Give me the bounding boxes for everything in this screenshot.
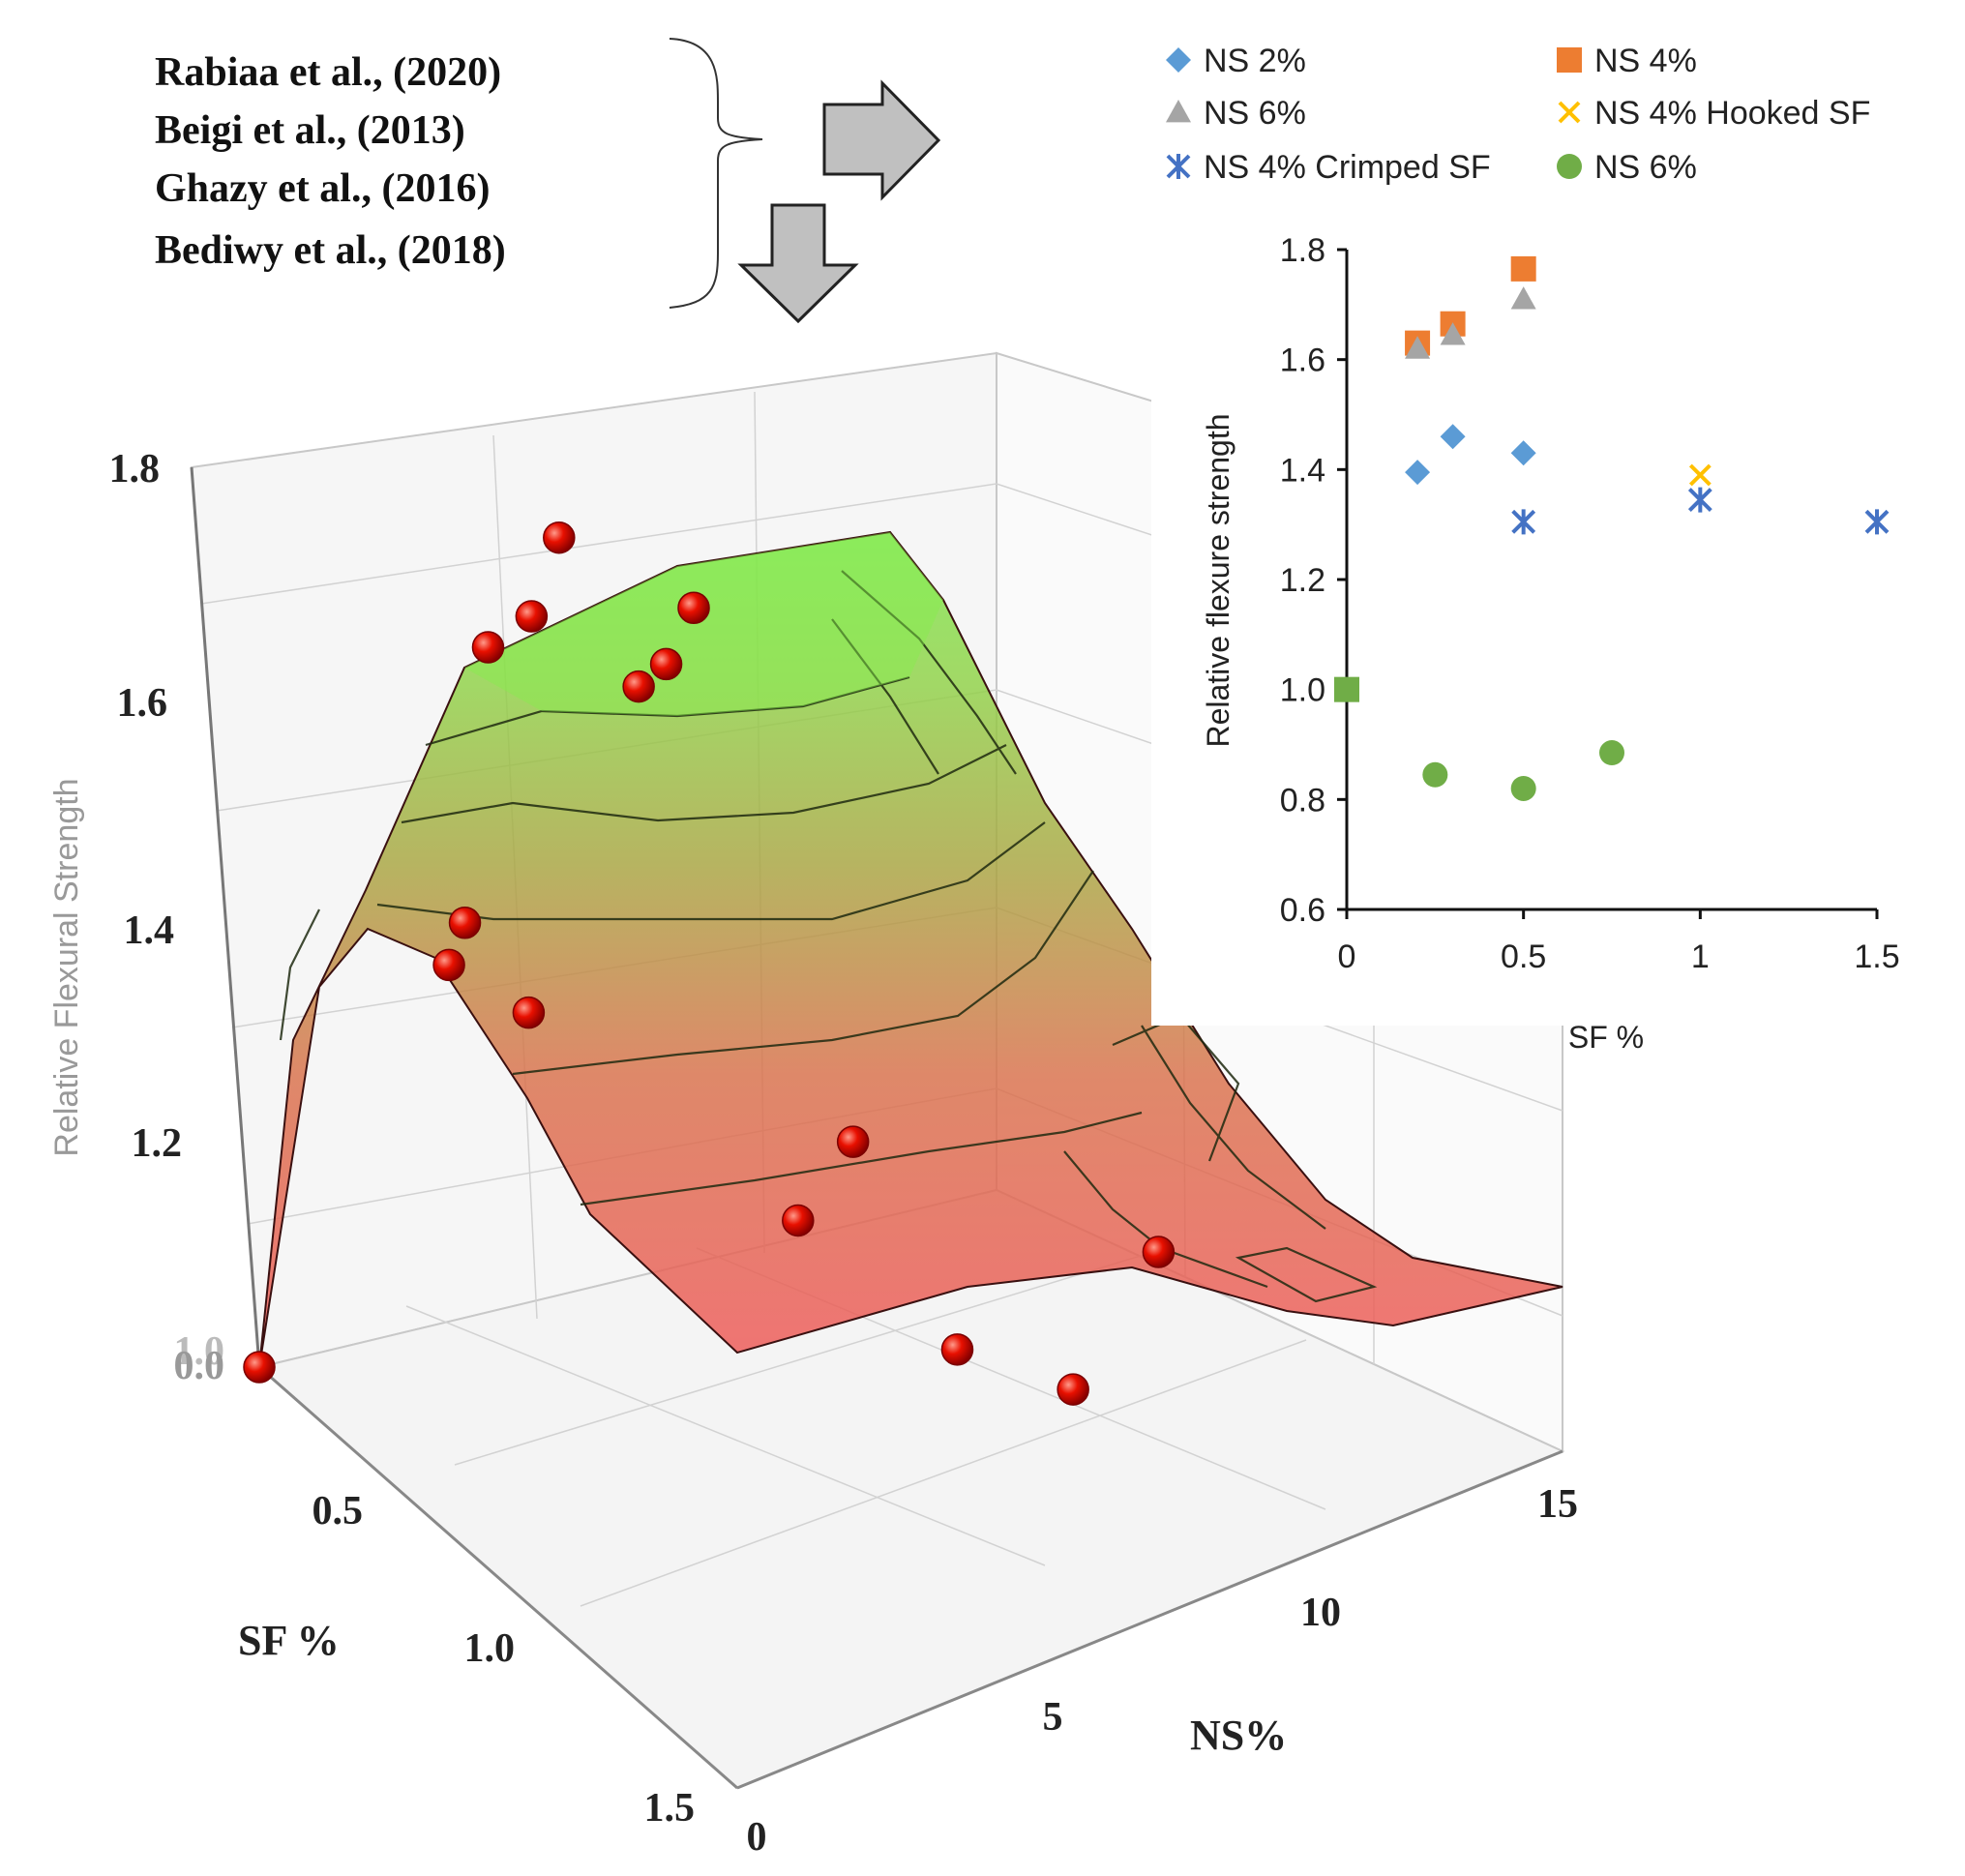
inset-data-point (1864, 509, 1890, 535)
inset-background (1151, 29, 1945, 1026)
inset-scatter-chart: NS 2% NS 4% NS 6% NS 4% Hooked SF NS 4% Crim… (1151, 29, 1945, 1055)
surface-data-points (243, 521, 1176, 1406)
legend-label: NS 6% (1204, 95, 1306, 132)
legend-label: NS 4% Hooked SF (1594, 95, 1870, 132)
legend-marker (1166, 47, 1191, 73)
sf-tick-label: 0.5 (313, 1489, 364, 1534)
surface-data-point (649, 647, 683, 681)
legend-label: NS 4% (1594, 43, 1697, 79)
surface-data-point (836, 1125, 870, 1158)
curly-brace (669, 38, 763, 309)
legend-label: NS 4% Crimped SF (1204, 149, 1491, 186)
surface-data-point (940, 1333, 974, 1366)
inset-y-tick-label: 1.8 (1280, 232, 1325, 269)
surface-contours (279, 570, 1378, 1303)
inset-data-point (1334, 676, 1359, 702)
inset-y-tick-label: 1.4 (1280, 452, 1325, 489)
surface-data-point (543, 521, 576, 554)
reference-list: Rabiaa et al., (2020) Beigi et al., (201… (155, 50, 506, 273)
inset-data-point (1405, 460, 1431, 486)
y-tick-label: 1.2 (132, 1121, 183, 1166)
ns-axis (736, 1449, 1563, 1790)
right-arrow-icon (822, 79, 941, 201)
inset-y-tick-label: 0.6 (1280, 892, 1325, 929)
surface-data-point (782, 1204, 815, 1237)
inset-data-point (1510, 255, 1536, 282)
reference-item: Rabiaa et al., (2020) (155, 50, 501, 95)
inset-data-point (1422, 761, 1448, 788)
inset-data-point (1687, 487, 1712, 513)
reference-item: Bediwy et al., (2018) (155, 228, 506, 273)
legend-label: NS 2% (1204, 43, 1306, 79)
reference-item: Ghazy et al., (2016) (155, 166, 490, 211)
sf-tick-label: 1.5 (644, 1786, 696, 1831)
legend-label: NS 6% (1594, 149, 1697, 186)
sf-axis (258, 1365, 738, 1790)
sf-axis-title: SF % (238, 1617, 340, 1664)
inset-data-point (1510, 775, 1536, 801)
inset-x-axis-title: SF % (1568, 1020, 1644, 1055)
surface-data-point (677, 591, 710, 624)
inset-data-point (1688, 463, 1712, 487)
inset-y-tick-label: 1.6 (1280, 342, 1325, 379)
ns-tick-label: 10 (1300, 1591, 1341, 1635)
reference-item: Beigi et al., (2013) (155, 108, 465, 153)
y-axis-title: Relative Flexural Strength (48, 778, 85, 1156)
legend-marker (1557, 47, 1582, 73)
ns-tick-label: 15 (1537, 1482, 1578, 1527)
ns-tick-label: 5 (1043, 1695, 1063, 1740)
surface-data-point (512, 996, 546, 1029)
inset-data-point (1510, 286, 1536, 310)
down-arrow-icon (737, 203, 859, 324)
vertical-axis (190, 466, 261, 1368)
inset-x-tick-label: 1.5 (1854, 938, 1899, 975)
surface-data-point (1057, 1373, 1089, 1406)
inset-x-tick-label: 0 (1338, 938, 1356, 975)
y-tick-labels: 1.8 1.6 1.4 1.2 1.0 0.0 (109, 447, 225, 1388)
surface-data-point (1142, 1236, 1176, 1268)
inset-data-point (1510, 440, 1536, 466)
inset-data-point (1405, 336, 1431, 359)
inset-y-tick-label: 1.0 (1280, 672, 1325, 709)
legend-marker (1166, 100, 1191, 123)
surface-data-point (515, 600, 549, 633)
legend: NS 2% NS 4% NS 6% NS 4% Hooked SF NS 4% Crim… (1166, 43, 1870, 186)
y-tick-label: 0.0 (174, 1344, 225, 1388)
ns-axis-title: NS% (1190, 1712, 1287, 1759)
surface-peak-region (464, 532, 943, 716)
legend-marker (1557, 154, 1582, 179)
inset-data-point (1599, 740, 1624, 766)
ns-tick-label: 0 (747, 1815, 767, 1860)
y-tick-label: 1.6 (117, 681, 168, 726)
inset-data-marks (1334, 255, 1890, 801)
inset-ticks: 0.6 0.8 1.0 1.2 1.4 1.6 1.8 0 0.5 1 1.5 (1280, 232, 1900, 975)
inset-y-axis-title: Relative flexure strength (1201, 413, 1236, 747)
surface-data-point (471, 631, 505, 664)
legend-marker (1166, 154, 1191, 179)
y-tick-label: 1.4 (124, 908, 175, 953)
inset-data-point (1440, 322, 1466, 345)
ns-tick-labels: 0 5 10 15 (747, 1482, 1579, 1860)
y-tick-label: 1.8 (109, 447, 161, 491)
inset-y-tick-label: 1.2 (1280, 562, 1325, 599)
inset-y-tick-label: 0.8 (1280, 782, 1325, 819)
surface-data-point (448, 906, 482, 939)
surface-data-point (622, 670, 655, 703)
sf-tick-label: 1.0 (464, 1626, 516, 1671)
legend-marker (1558, 101, 1581, 124)
inset-data-point (1440, 424, 1466, 450)
inset-data-point (1511, 509, 1536, 535)
y-tick-label: 1.0 (174, 1329, 225, 1374)
surface-data-point (432, 948, 465, 982)
surface-data-point (243, 1351, 276, 1384)
inset-x-tick-label: 0.5 (1501, 938, 1546, 975)
sf-tick-labels: 0.5 1.0 1.5 (313, 1489, 696, 1831)
inset-x-tick-label: 1 (1691, 938, 1710, 975)
